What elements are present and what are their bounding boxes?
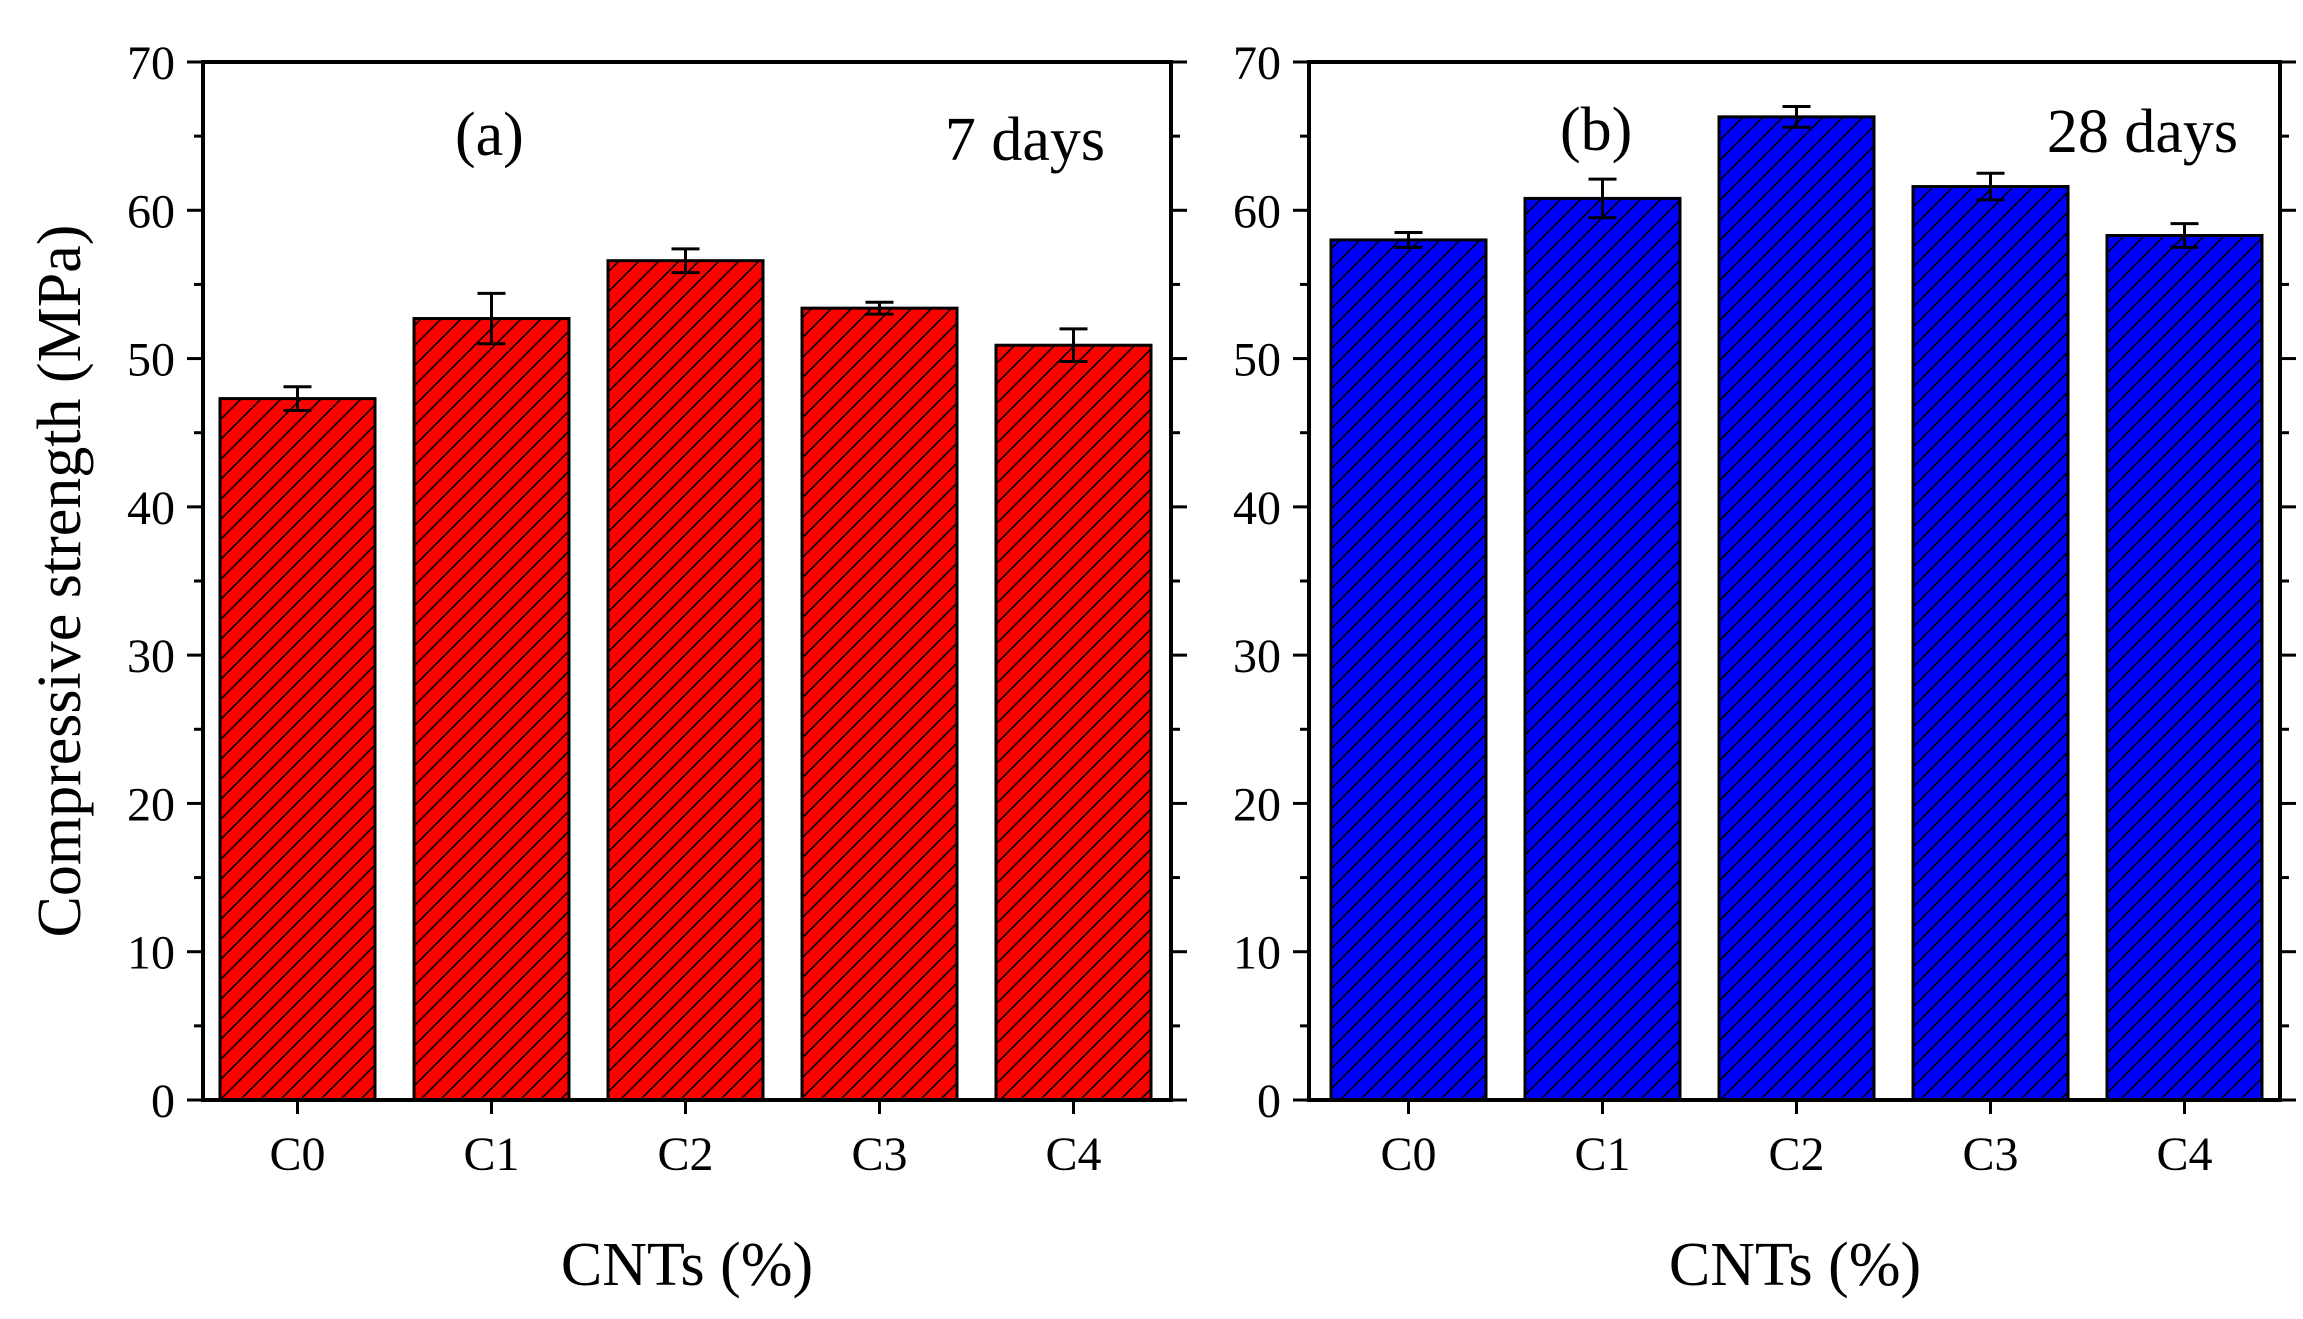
x-tick-label: C3 [851,1128,907,1181]
bar-C1 [1523,196,1682,1102]
errorbar-group [1394,104,2199,249]
x-axis-title: CNTs (%) [1669,1231,1921,1299]
y-tick-label: 20 [127,778,175,831]
y-tick-label: 30 [127,630,175,683]
y-tick-label: 40 [1233,482,1281,535]
bar-C3 [800,306,959,1102]
x-tick-label: C1 [1574,1128,1630,1181]
x-tick-label: C2 [657,1128,713,1181]
y-tick-label: 60 [1233,185,1281,238]
panel-annotation: 28 days [2047,98,2238,166]
x-tick-label: C4 [2156,1128,2212,1181]
y-tick-label: 20 [1233,778,1281,831]
y-axis-title: Compressive strength (MPa) [26,225,94,938]
y-tick-label: 10 [127,927,175,980]
y-tick-label: 40 [127,482,175,535]
tick-group [1293,60,2296,1114]
bar-C0 [1329,238,1488,1102]
y-tick-labels: 0 10 20 30 40 50 60 70 [1233,37,1281,1128]
x-tick-label: C1 [463,1128,519,1181]
bar-group [1329,115,2264,1102]
x-tick-label: C0 [269,1128,325,1181]
bar-C2 [606,259,765,1102]
y-tick-labels: 0 10 20 30 40 50 60 70 [127,37,175,1128]
errorbar-group [283,247,1088,412]
y-tick-label: 70 [1233,37,1281,90]
bar-C0 [218,397,377,1102]
y-tick-label: 60 [127,185,175,238]
y-tick-label: 30 [1233,630,1281,683]
bar-C2 [1717,115,1876,1102]
x-tick-labels: C0 C1 C2 C3 C4 [1380,1128,2212,1181]
panel-label: (a) [455,101,524,169]
x-tick-label: C4 [1045,1128,1101,1181]
x-tick-label: C0 [1380,1128,1436,1181]
panel-label: (b) [1560,96,1632,164]
x-tick-label: C3 [1962,1128,2018,1181]
bar-C4 [2105,233,2264,1102]
panel-annotation: 7 days [945,106,1105,174]
bar-C1 [412,317,571,1102]
y-tick-label: 70 [127,37,175,90]
panel-b: 0 10 20 30 40 50 60 70 C0 C1 C2 C3 C4 (b) 28 days C… [1233,37,2296,1299]
y-tick-label: 50 [1233,334,1281,387]
y-tick-label: 0 [151,1075,175,1128]
bar-group [218,259,1153,1102]
panel-a: 0 10 20 30 40 50 60 70 C0 C1 C2 C3 C4 (a) 7 days CN… [26,37,1187,1299]
y-tick-label: 10 [1233,927,1281,980]
bar-C3 [1911,185,2070,1102]
bar-C4 [994,343,1153,1102]
x-tick-label: C2 [1768,1128,1824,1181]
x-tick-labels: C0 C1 C2 C3 C4 [269,1128,1101,1181]
tick-group [187,60,1187,1114]
x-axis-title: CNTs (%) [561,1231,813,1299]
y-tick-label: 50 [127,334,175,387]
y-tick-label: 0 [1257,1075,1281,1128]
